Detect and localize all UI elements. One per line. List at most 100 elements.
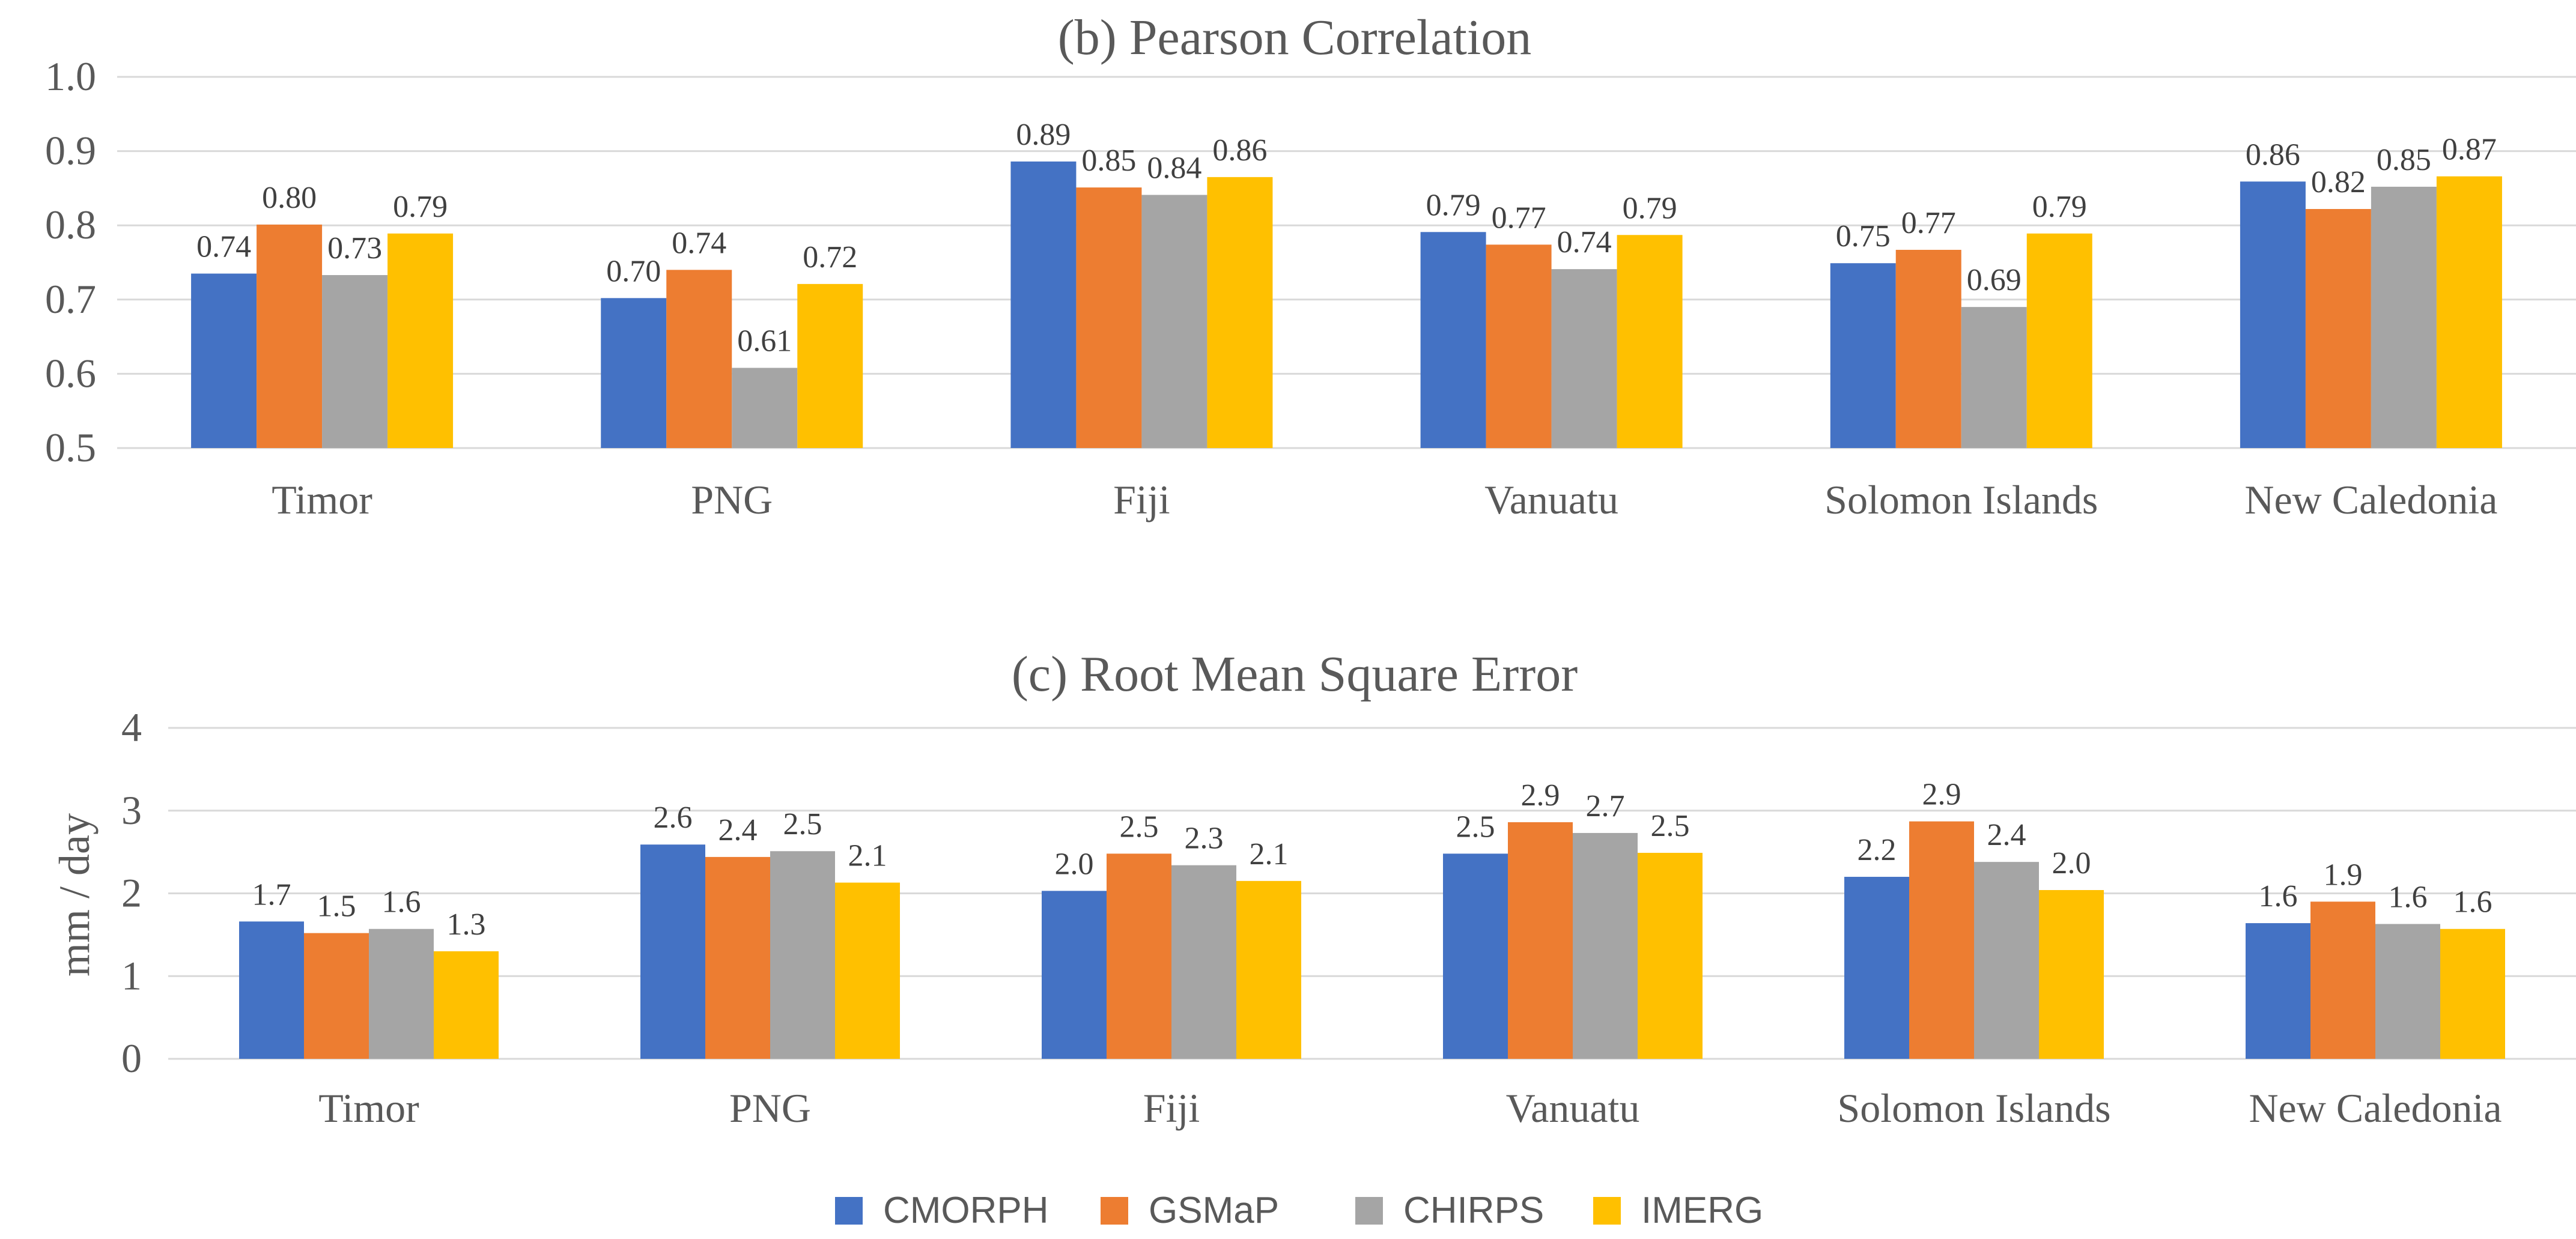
rmse-bar-imerg-png: [835, 882, 900, 1059]
pearson-category-label-new-caledonia: New Caledonia: [2244, 477, 2497, 523]
rmse-bar-cmorph-png: [640, 844, 705, 1059]
rmse-data-label-gsmap-new-caledonia: 1.9: [2324, 858, 2363, 892]
pearson-bar-imerg-fiji: [1207, 177, 1273, 448]
rmse-panel: (c) Root Mean Square Error mm / day 0 1 2 3…: [50, 646, 2576, 1131]
pearson-gridlines: [117, 76, 2576, 449]
pearson-bar-gsmap-timor: [257, 224, 323, 448]
rmse-bar-cmorph-vanuatu: [1443, 853, 1508, 1059]
rmse-bar-gsmap-new-caledonia: [2310, 901, 2375, 1059]
rmse-data-label-imerg-new-caledonia: 1.6: [2453, 885, 2492, 919]
pearson-data-label-cmorph-solomon-islands: 0.75: [1836, 219, 1891, 253]
rmse-bar-chirps-solomon-islands: [1974, 862, 2039, 1059]
pearson-bar-imerg-solomon-islands: [2026, 233, 2092, 448]
pearson-data-label-chirps-fiji: 0.84: [1147, 151, 1201, 186]
pearson-chart-title: (b) Pearson Correlation: [1058, 10, 1531, 65]
pearson-bar-chirps-new-caledonia: [2371, 186, 2437, 448]
rmse-gridlines: [168, 727, 2576, 1060]
rmse-data-label-cmorph-solomon-islands: 2.2: [1858, 833, 1897, 867]
pearson-data-label-chirps-vanuatu: 0.74: [1557, 225, 1612, 259]
rmse-bar-gsmap-vanuatu: [1508, 822, 1573, 1059]
rmse-category-label-timor: Timor: [318, 1085, 419, 1131]
legend-swatch-gsmap: [1101, 1197, 1128, 1225]
pearson-y-axis-ticks: 0.5 0.6 0.7 0.8 0.9 1.0: [45, 53, 96, 470]
rmse-data-label-cmorph-new-caledonia: 1.6: [2259, 879, 2298, 913]
rmse-category-label-solomon-islands: Solomon Islands: [1837, 1085, 2110, 1131]
rmse-data-label-gsmap-png: 2.4: [718, 813, 758, 847]
rmse-bar-imerg-timor: [434, 951, 499, 1059]
rmse-y-tick-label: 0: [121, 1035, 142, 1081]
pearson-data-label-gsmap-new-caledonia: 0.82: [2311, 165, 2366, 199]
pearson-bar-chirps-solomon-islands: [1961, 307, 2027, 448]
rmse-data-label-chirps-vanuatu: 2.7: [1586, 789, 1625, 823]
rmse-bar-chirps-timor: [369, 928, 434, 1059]
pearson-data-labels: 0.74 0.80 0.73 0.79 0.70 0.74 0.61 0.72 0.89 0.85…: [196, 118, 2497, 359]
pearson-data-label-imerg-png: 0.72: [803, 240, 857, 274]
rmse-bar-cmorph-timor: [239, 921, 304, 1059]
pearson-category-label-vanuatu: Vanuatu: [1484, 477, 1618, 523]
rmse-bar-cmorph-fiji: [1042, 891, 1107, 1059]
pearson-category-label-solomon-islands: Solomon Islands: [1824, 477, 2098, 523]
rmse-data-labels: 1.7 1.5 1.6 1.3 2.6 2.4 2.5 2.1 2.0 2.5 2.3 2.1 2.5 2…: [252, 778, 2492, 942]
pearson-y-tick-label: 0.7: [45, 276, 96, 322]
pearson-data-label-gsmap-timor: 0.80: [262, 181, 317, 215]
pearson-data-label-cmorph-new-caledonia: 0.86: [2246, 138, 2300, 172]
rmse-bar-cmorph-new-caledonia: [2246, 923, 2310, 1059]
rmse-category-label-fiji: Fiji: [1143, 1085, 1200, 1131]
rmse-bar-gsmap-png: [705, 856, 770, 1059]
pearson-bar-chirps-fiji: [1141, 195, 1208, 448]
pearson-data-label-imerg-timor: 0.79: [393, 190, 448, 224]
pearson-category-label-timor: Timor: [272, 477, 372, 523]
rmse-chart-title: (c) Root Mean Square Error: [1012, 646, 1578, 702]
rmse-bars: [239, 821, 2505, 1059]
legend-swatch-chirps: [1355, 1197, 1383, 1225]
rmse-y-tick-label: 1: [121, 953, 142, 998]
pearson-data-label-chirps-png: 0.61: [737, 324, 792, 359]
pearson-data-label-gsmap-vanuatu: 0.77: [1492, 201, 1546, 235]
rmse-data-label-imerg-timor: 1.3: [447, 907, 486, 942]
legend-swatch-imerg: [1593, 1197, 1621, 1225]
rmse-bar-chirps-png: [770, 851, 835, 1059]
pearson-data-label-chirps-solomon-islands: 0.69: [1967, 263, 2022, 297]
rmse-category-label-png: PNG: [729, 1085, 811, 1131]
rmse-data-label-chirps-new-caledonia: 1.6: [2389, 880, 2428, 914]
pearson-bar-cmorph-new-caledonia: [2240, 181, 2306, 448]
rmse-data-label-chirps-timor: 1.6: [382, 885, 421, 919]
rmse-y-tick-label: 3: [121, 787, 142, 833]
rmse-data-label-gsmap-vanuatu: 2.9: [1521, 778, 1560, 813]
pearson-category-labels: Timor PNG Fiji Vanuatu Solomon Islands New Ca…: [272, 477, 2497, 523]
pearson-data-label-gsmap-png: 0.74: [672, 226, 726, 260]
pearson-bar-chirps-vanuatu: [1551, 269, 1617, 448]
pearson-data-label-cmorph-png: 0.70: [606, 254, 661, 288]
pearson-bar-imerg-vanuatu: [1617, 235, 1683, 448]
rmse-data-label-gsmap-timor: 1.5: [317, 889, 356, 924]
pearson-data-label-cmorph-fiji: 0.89: [1016, 118, 1071, 152]
rmse-data-label-cmorph-png: 2.6: [654, 801, 693, 835]
rmse-bar-imerg-solomon-islands: [2039, 889, 2104, 1059]
rmse-data-label-cmorph-timor: 1.7: [252, 877, 291, 912]
pearson-bar-gsmap-vanuatu: [1486, 244, 1552, 448]
rmse-category-label-new-caledonia: New Caledonia: [2249, 1085, 2502, 1131]
pearson-category-label-png: PNG: [691, 477, 773, 523]
legend-label-gsmap: GSMaP: [1149, 1190, 1279, 1231]
rmse-category-labels: Timor PNG Fiji Vanuatu Solomon Islands New Ca…: [318, 1085, 2502, 1131]
pearson-y-tick-label: 0.6: [45, 350, 96, 396]
pearson-data-label-chirps-new-caledonia: 0.85: [2377, 143, 2431, 177]
rmse-bar-imerg-fiji: [1236, 880, 1301, 1059]
pearson-bar-cmorph-solomon-islands: [1830, 263, 1896, 448]
rmse-data-label-imerg-solomon-islands: 2.0: [2052, 846, 2091, 880]
pearson-bar-gsmap-fiji: [1076, 187, 1142, 448]
pearson-data-label-cmorph-vanuatu: 0.79: [1426, 188, 1481, 222]
rmse-bar-imerg-vanuatu: [1638, 853, 1703, 1059]
rmse-bar-chirps-fiji: [1171, 865, 1236, 1059]
pearson-y-tick-label: 0.9: [45, 128, 96, 174]
rmse-y-axis-ticks: 0 1 2 3 4: [121, 704, 142, 1081]
pearson-bar-imerg-timor: [387, 233, 454, 448]
rmse-bar-chirps-new-caledonia: [2375, 924, 2440, 1059]
pearson-data-label-imerg-vanuatu: 0.79: [1623, 191, 1677, 225]
rmse-bar-chirps-vanuatu: [1573, 832, 1638, 1059]
pearson-bar-gsmap-png: [666, 270, 732, 448]
rmse-y-tick-label: 2: [121, 870, 142, 916]
pearson-data-label-imerg-fiji: 0.86: [1212, 133, 1267, 168]
rmse-data-label-imerg-png: 2.1: [848, 839, 887, 873]
pearson-data-label-cmorph-timor: 0.74: [196, 230, 251, 264]
